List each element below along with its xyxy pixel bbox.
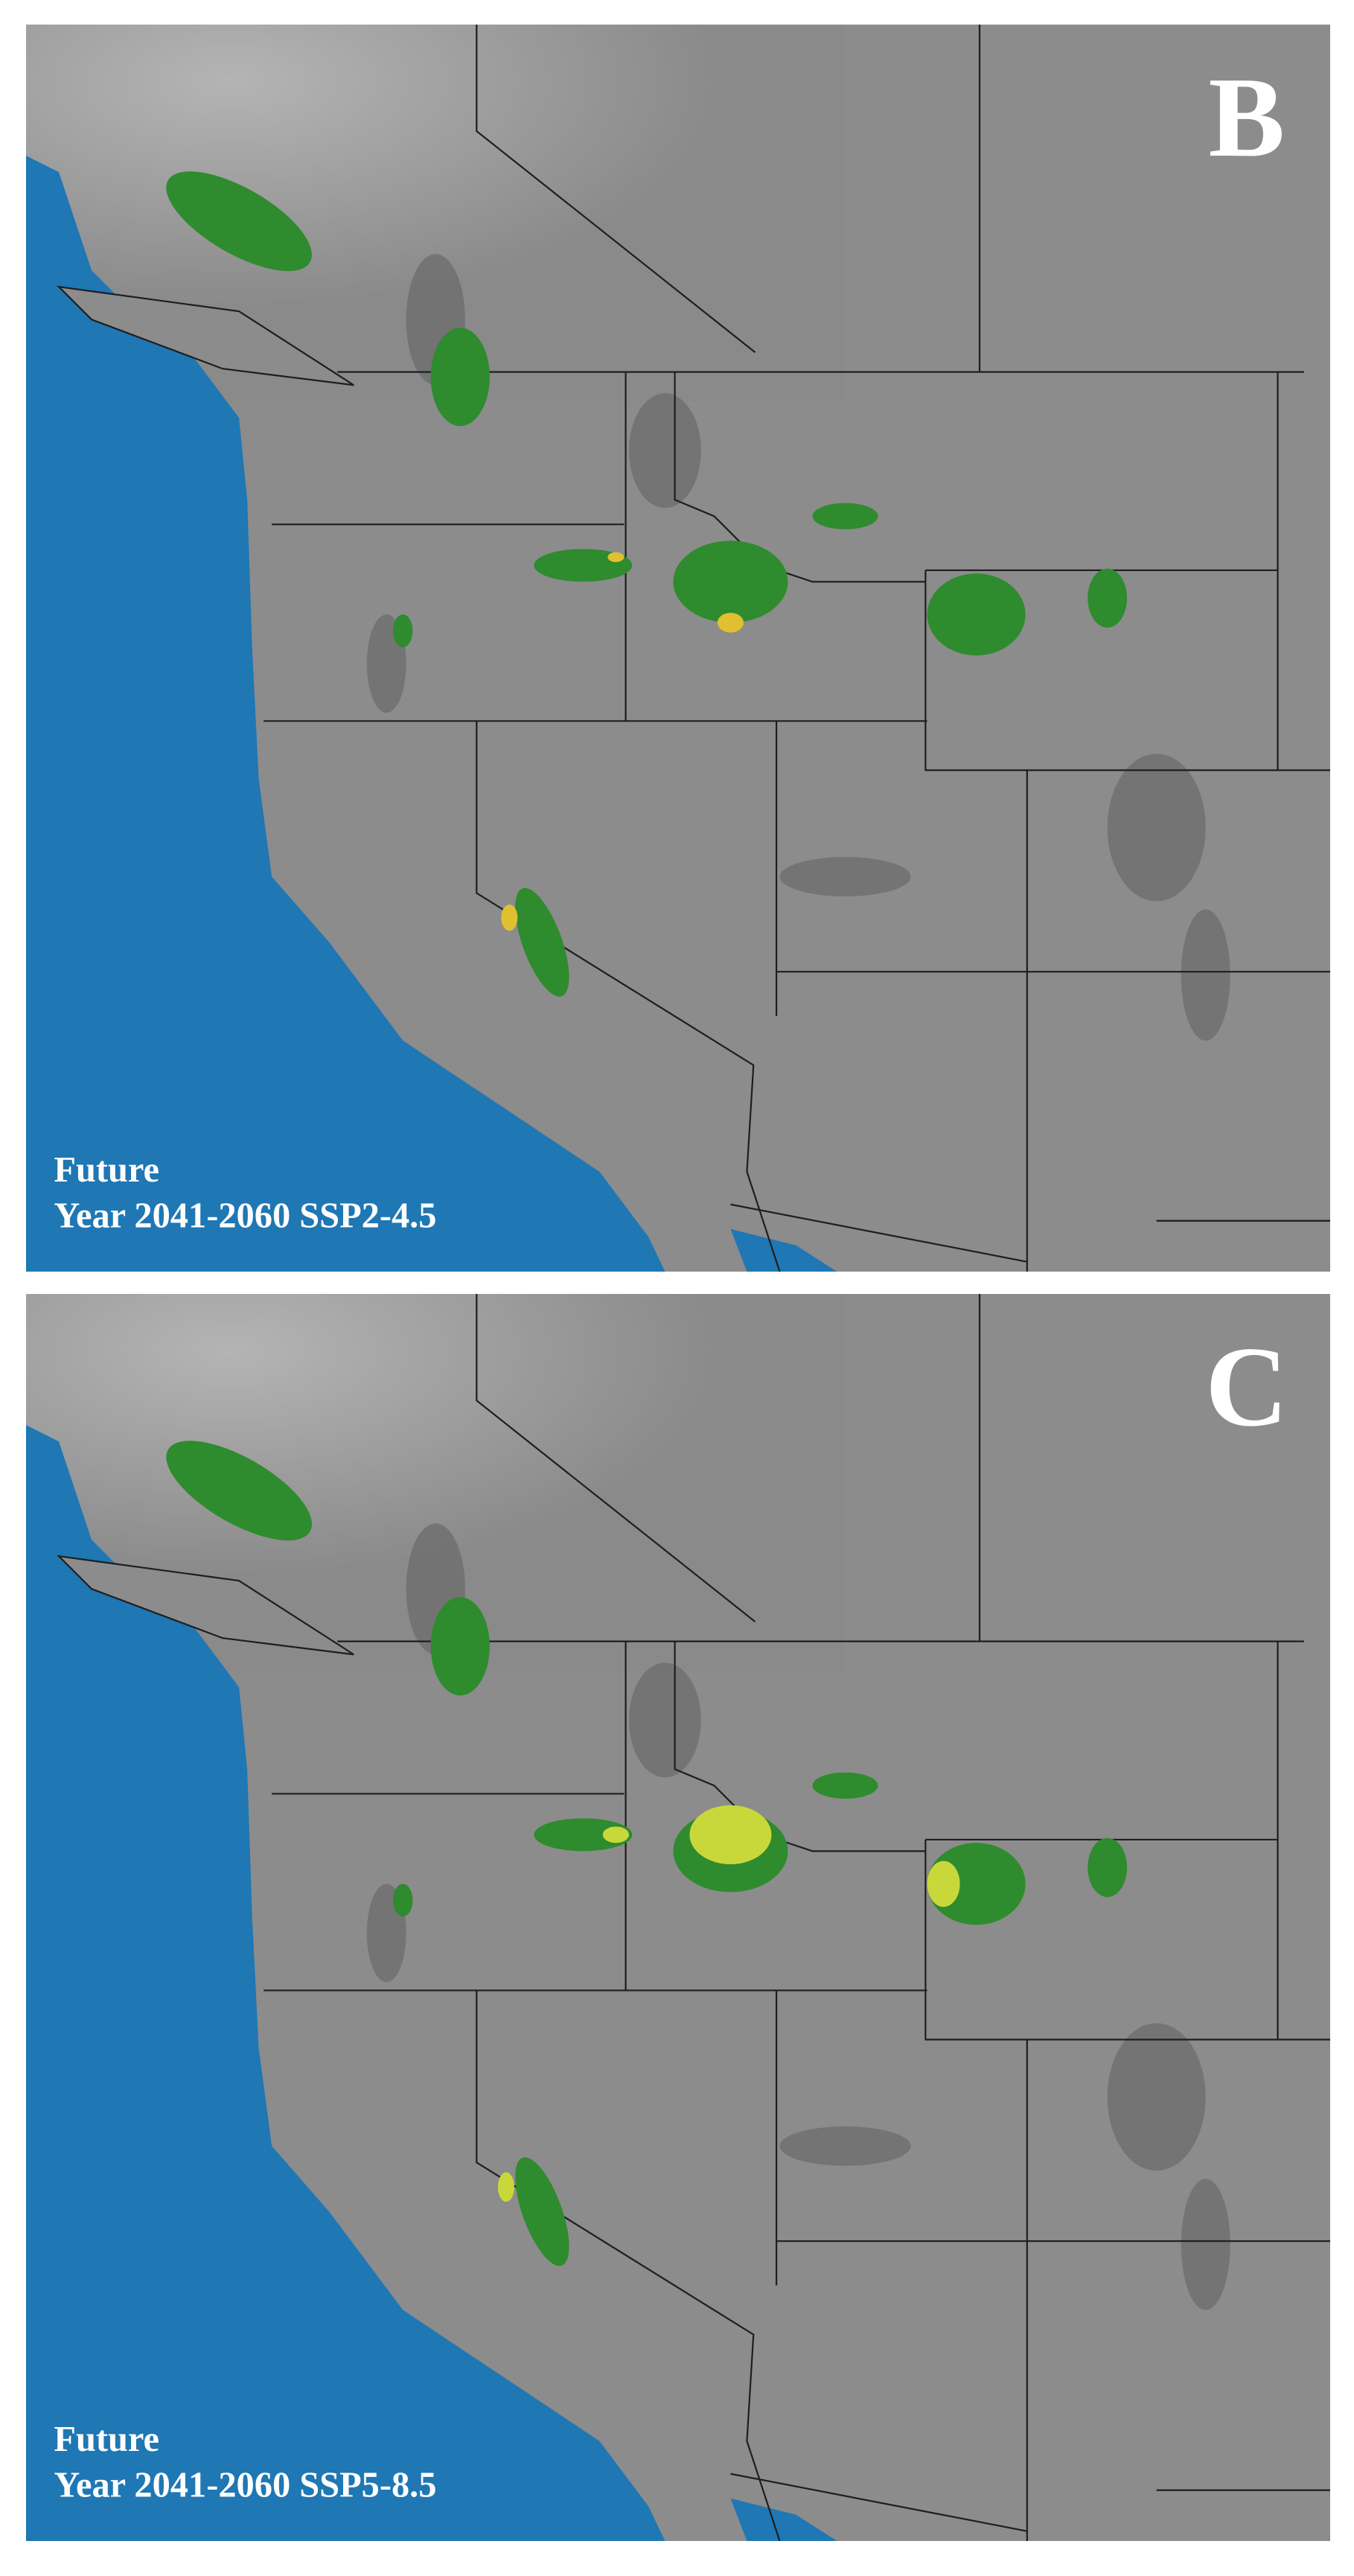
map-panel-b: B Future Year 2041-2060 SSP2-4.5 — [26, 25, 1330, 1272]
panel-label: B — [1208, 54, 1285, 181]
caption-line: Year 2041-2060 SSP2-4.5 — [54, 1196, 436, 1236]
basemap — [26, 1294, 1330, 2541]
hotspots — [497, 1805, 960, 2202]
caption-line: Future — [54, 1150, 159, 1190]
basemap — [26, 25, 1330, 1272]
caption-line: Future — [54, 2420, 159, 2459]
caption-line: Year 2041-2060 SSP5-8.5 — [54, 2466, 436, 2505]
hotspots — [501, 552, 744, 931]
map-panel-c: C Future Year 2041-2060 SSP5-8.5 — [26, 1294, 1330, 2541]
panel-label: C — [1205, 1324, 1288, 1450]
